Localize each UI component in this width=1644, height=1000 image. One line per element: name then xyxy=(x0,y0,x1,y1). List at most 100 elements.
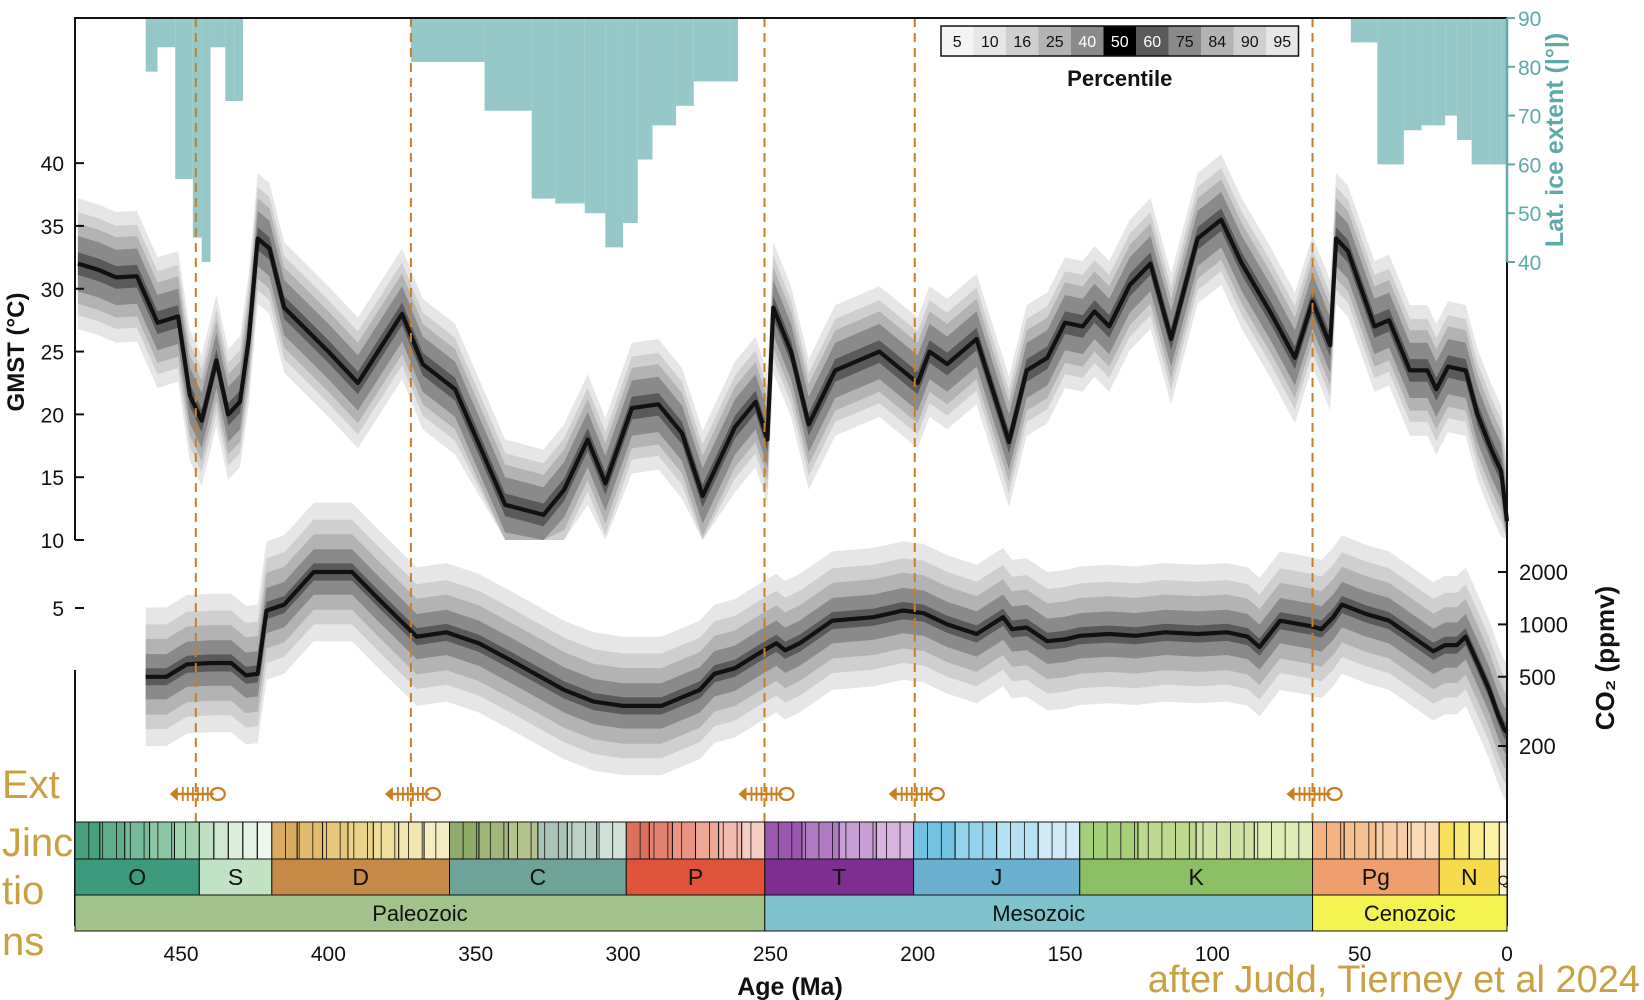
ice-extent-bar xyxy=(192,18,202,238)
period-label: P xyxy=(688,864,703,890)
legend-label: 90 xyxy=(1241,34,1259,51)
stage-cell xyxy=(1137,821,1197,860)
ice-extent-bar xyxy=(555,18,585,204)
ice-extent-bar xyxy=(1377,18,1404,165)
stage-cell xyxy=(1312,821,1345,860)
ice-extent-bar xyxy=(175,18,193,180)
extinction-label-fragment: ns xyxy=(2,920,44,964)
fish-head xyxy=(1326,786,1343,802)
gmst-tick-label: 40 xyxy=(41,153,64,176)
stage-cell xyxy=(695,821,720,860)
period-cell xyxy=(1079,858,1314,896)
fish-skeleton-icon xyxy=(169,786,226,802)
stage-cell xyxy=(1453,821,1470,860)
co2-tick-label: 200 xyxy=(1519,734,1556,759)
ice-extent-bar xyxy=(729,18,738,82)
period-cell xyxy=(198,858,273,896)
gmst-tick-label: 15 xyxy=(41,467,64,490)
gmst-tick-label: 25 xyxy=(41,342,64,365)
legend-label: 75 xyxy=(1176,34,1194,51)
stage-cell xyxy=(398,821,425,860)
fish-skeleton-icon xyxy=(738,786,795,802)
ice-extent-bar xyxy=(410,18,485,62)
stage-cell xyxy=(875,821,915,860)
fish-head xyxy=(778,786,795,802)
period-label: T xyxy=(832,864,846,890)
stage-cell xyxy=(1195,821,1255,860)
gmst-tick-label: 10 xyxy=(41,530,64,553)
legend-label: 25 xyxy=(1046,34,1064,51)
legend-swatch xyxy=(1201,26,1234,56)
attribution-text: after Judd, Tierney et al 2024 xyxy=(1148,959,1640,1000)
stage-cell xyxy=(1343,821,1377,860)
legend-swatch xyxy=(1233,26,1266,56)
ice-extent-bar xyxy=(637,18,653,160)
ice-extent-layer xyxy=(145,18,1507,262)
fish-skeleton-icon xyxy=(888,786,945,802)
x-tick-label: 250 xyxy=(753,943,788,966)
stage-cell xyxy=(671,821,697,860)
co2-tick-label: 500 xyxy=(1519,665,1556,690)
extinction-label-fragment: Ext xyxy=(2,763,60,807)
stage-cell xyxy=(124,821,151,860)
co2-band-25-75 xyxy=(145,549,1508,755)
ice-extent-bar xyxy=(652,18,677,126)
stage-cell xyxy=(801,821,840,860)
legend-swatch xyxy=(1266,26,1299,56)
ice-tick-label: 60 xyxy=(1518,154,1541,177)
stage-cell xyxy=(625,821,650,860)
era-cell xyxy=(74,894,766,932)
legend-title: Percentile xyxy=(1067,66,1172,91)
ice-extent-bar xyxy=(605,18,624,248)
legend-swatch xyxy=(1168,26,1201,56)
stage-cell xyxy=(99,821,126,860)
x-tick-label: 450 xyxy=(164,943,199,966)
co2-axis-label: CO₂ (ppmv) xyxy=(1590,586,1620,730)
stage-cell xyxy=(718,821,743,860)
fish-tail xyxy=(1286,787,1295,801)
legend-swatch xyxy=(1006,26,1039,56)
stage-cell xyxy=(1468,821,1485,860)
legend-swatch xyxy=(1071,26,1104,56)
ice-extent-bar xyxy=(234,18,243,101)
legend-swatch xyxy=(973,26,1006,56)
ice-extent-bar xyxy=(1433,18,1446,126)
fish-tail xyxy=(384,787,393,801)
stage-cell xyxy=(296,821,324,860)
stage-cell xyxy=(227,821,244,860)
co2-series xyxy=(145,502,1509,802)
legend-label: 84 xyxy=(1208,34,1226,51)
extinction-label-fragment: Jinc xyxy=(2,821,73,865)
stage-cell xyxy=(198,821,215,860)
legend-swatch xyxy=(1038,26,1071,56)
ice-extent-bar xyxy=(531,18,556,199)
ice-tick-label: 50 xyxy=(1518,203,1541,226)
stage-cell xyxy=(173,821,200,860)
fish-skeleton-icon xyxy=(384,786,442,802)
era-cell xyxy=(764,894,1314,932)
period-label: D xyxy=(352,864,369,890)
period-cell xyxy=(1438,858,1500,896)
legend-label: 40 xyxy=(1078,34,1096,51)
fish-tail xyxy=(738,787,747,801)
ice-extent-bar xyxy=(1471,18,1490,165)
stage-cell xyxy=(1375,821,1409,860)
gmst-median-line xyxy=(77,217,1510,522)
ice-extent-bar xyxy=(676,18,694,106)
stage-cell xyxy=(1253,821,1314,860)
stage-cell xyxy=(74,821,101,860)
period-cell xyxy=(74,858,200,896)
period-label: K xyxy=(1188,864,1204,890)
gmst-tick-label: 30 xyxy=(41,279,64,302)
ice-extent-bar xyxy=(1456,18,1472,140)
fish-head xyxy=(209,786,226,802)
period-label: Pg xyxy=(1362,864,1390,890)
x-tick-label: 300 xyxy=(606,943,641,966)
ice-extent-bar xyxy=(1350,18,1378,43)
ice-extent-bar xyxy=(623,18,638,223)
stage-cell xyxy=(149,821,175,860)
ice-extent-bar xyxy=(584,18,606,214)
era-label: Cenozoic xyxy=(1364,901,1456,926)
stage-cell xyxy=(1079,821,1139,860)
